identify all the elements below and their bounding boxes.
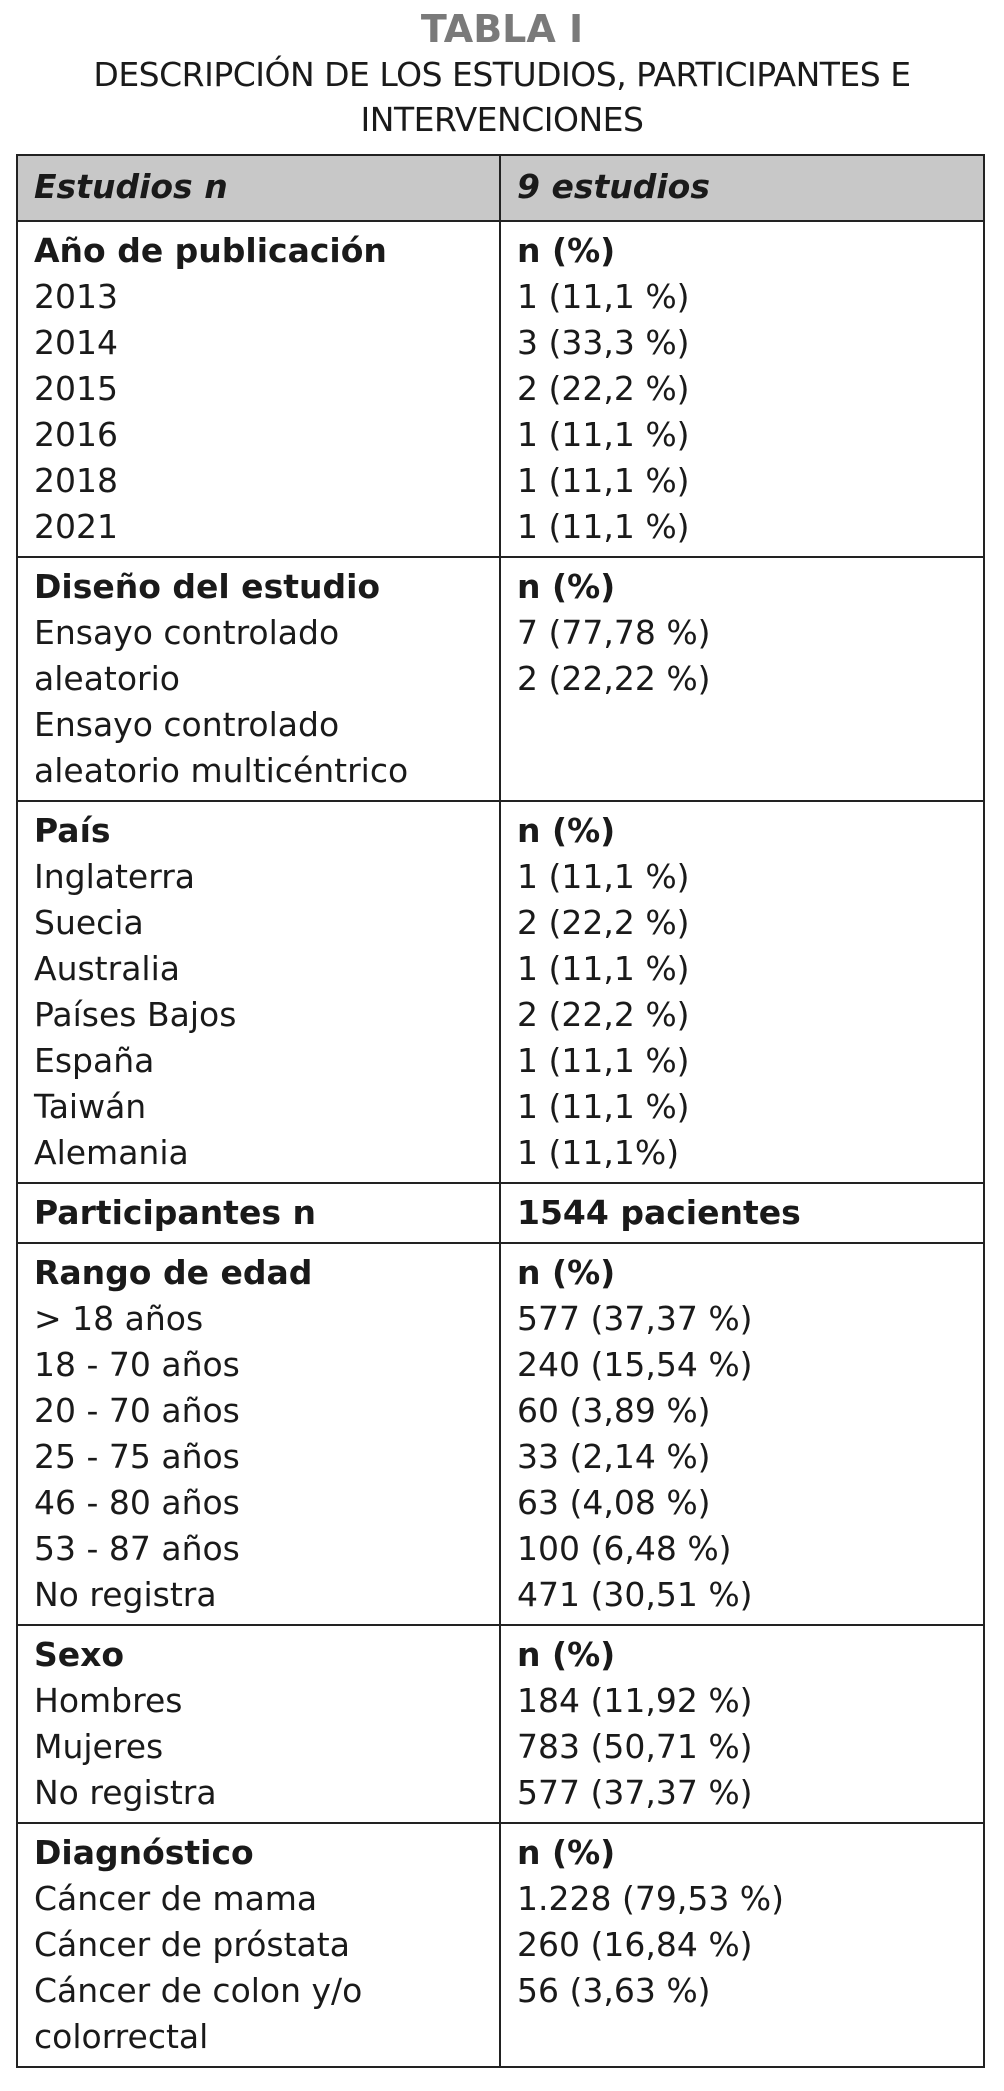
section-heading: n (%)	[517, 567, 616, 606]
section-heading: Participantes n	[34, 1193, 316, 1232]
row-value: 33 (2,14 %)	[517, 1437, 711, 1476]
row-label: Australia	[34, 949, 180, 988]
row-value: 2 (22,2 %)	[517, 369, 690, 408]
section-row: Sexo Hombres Mujeres No registra n (%) 184 (1…	[18, 1624, 983, 1822]
row-value: 63 (4,08 %)	[517, 1483, 711, 1522]
row-label: Ensayo controlado aleatorio multicéntric…	[34, 705, 409, 790]
label-cell: Rango de edad > 18 años 18 - 70 años 20 - 7…	[18, 1244, 501, 1624]
row-label: 2014	[34, 323, 118, 362]
table-title: TABLA I	[420, 7, 584, 51]
row-value: 1 (11,1 %)	[517, 461, 690, 500]
row-value: 1 (11,1 %)	[517, 1087, 690, 1126]
row-value: 471 (30,51 %)	[517, 1575, 753, 1614]
section-heading: n (%)	[517, 1253, 616, 1292]
row-value: 7 (77,78 %)	[517, 613, 711, 652]
header-cell: 9 estudios	[501, 156, 983, 220]
row-label: 2016	[34, 415, 118, 454]
row-label: Suecia	[34, 903, 144, 942]
row-label: España	[34, 1041, 155, 1080]
row-label: Países Bajos	[34, 995, 237, 1034]
section-row: Año de publicación 2013 2014 2015 2016 2018 20…	[18, 220, 983, 556]
section-row: Diseño del estudio Ensayo controlado alea…	[18, 556, 983, 800]
row-label: Taiwán	[34, 1087, 147, 1126]
row-value: 783 (50,71 %)	[517, 1727, 753, 1766]
value-cell: 1544 pacientes	[501, 1184, 983, 1242]
label-cell: Diagnóstico Cáncer de mama Cáncer de próst…	[18, 1824, 501, 2066]
row-label: 2021	[34, 507, 118, 546]
row-value: 1.228 (79,53 %)	[517, 1879, 785, 1918]
row-label: > 18 años	[34, 1299, 204, 1338]
row-label: 53 - 87 años	[34, 1529, 240, 1568]
row-value: 56 (3,63 %)	[517, 1971, 711, 2010]
row-label: 18 - 70 años	[34, 1345, 240, 1384]
row-value: 577 (37,37 %)	[517, 1773, 753, 1812]
section-heading: n (%)	[517, 1833, 616, 1872]
section-row: Rango de edad > 18 años 18 - 70 años 20 - 7…	[18, 1242, 983, 1624]
row-label: 2018	[34, 461, 118, 500]
row-value: 1 (11,1 %)	[517, 507, 690, 546]
row-value: 260 (16,84 %)	[517, 1925, 753, 1964]
section-heading: Rango de edad	[34, 1253, 313, 1292]
value-cell: n (%) 1.228 (79,53 %) 260 (16,84 %) 56 (3,6…	[501, 1824, 983, 2066]
row-label: 2015	[34, 369, 118, 408]
row-value: 60 (3,89 %)	[517, 1391, 711, 1430]
label-cell: Participantes n	[18, 1184, 501, 1242]
table: Estudios n 9 estudios Año de publicación…	[16, 154, 985, 2068]
row-label: Cáncer de colon y/o colorrectal	[34, 1971, 363, 2056]
label-cell: Diseño del estudio Ensayo controlado alea…	[18, 558, 501, 800]
section-heading: n (%)	[517, 231, 616, 270]
row-label: No registra	[34, 1773, 217, 1812]
row-label: Cáncer de próstata	[34, 1925, 350, 1964]
section-heading: Diseño del estudio	[34, 567, 381, 606]
row-label: 2013	[34, 277, 118, 316]
value-cell: n (%) 7 (77,78 %) 2 (22,22 %)	[501, 558, 983, 800]
row-label: No registra	[34, 1575, 217, 1614]
row-value: 1 (11,1 %)	[517, 949, 690, 988]
label-cell: Año de publicación 2013 2014 2015 2016 2018 20…	[18, 222, 501, 556]
table-subtitle: DESCRIPCIÓN DE LOS ESTUDIOS, PARTICIPANT…	[93, 55, 911, 139]
row-value: 240 (15,54 %)	[517, 1345, 753, 1384]
row-value: 100 (6,48 %)	[517, 1529, 732, 1568]
row-value: 2 (22,2 %)	[517, 903, 690, 942]
row-label: 20 - 70 años	[34, 1391, 240, 1430]
page: TABLA I DESCRIPCIÓN DE LOS ESTUDIOS, PAR…	[0, 6, 1004, 2068]
value-cell: n (%) 184 (11,92 %) 783 (50,71 %) 577 (37,3…	[501, 1626, 983, 1822]
row-value: 184 (11,92 %)	[517, 1681, 753, 1720]
row-value: 1 (11,1 %)	[517, 277, 690, 316]
row-label: Mujeres	[34, 1727, 164, 1766]
section-row: País Inglaterra Suecia Australia Países Bajo…	[18, 800, 983, 1182]
row-value: 3 (33,3 %)	[517, 323, 690, 362]
row-label: Cáncer de mama	[34, 1879, 318, 1918]
value-cell: n (%) 1 (11,1 %) 3 (33,3 %) 2 (22,2 %) 1 (11…	[501, 222, 983, 556]
section-row: Participantes n 1544 pacientes	[18, 1182, 983, 1242]
section-heading: País	[34, 811, 111, 850]
row-value: 1 (11,1 %)	[517, 415, 690, 454]
row-label: Alemania	[34, 1133, 189, 1172]
row-value: 1 (11,1%)	[517, 1133, 680, 1172]
row-label: Inglaterra	[34, 857, 196, 896]
section-heading: Año de publicación	[34, 231, 387, 270]
label-cell: Sexo Hombres Mujeres No registra	[18, 1626, 501, 1822]
row-value: 577 (37,37 %)	[517, 1299, 753, 1338]
section-row: Diagnóstico Cáncer de mama Cáncer de próst…	[18, 1822, 983, 2066]
row-label: Ensayo controlado aleatorio	[34, 613, 340, 698]
value-cell: n (%) 577 (37,37 %) 240 (15,54 %) 60 (3,89 …	[501, 1244, 983, 1624]
header-cell: Estudios n	[18, 156, 501, 220]
section-heading: Diagnóstico	[34, 1833, 254, 1872]
label-cell: País Inglaterra Suecia Australia Países Bajo…	[18, 802, 501, 1182]
row-value: 1 (11,1 %)	[517, 1041, 690, 1080]
row-value: 2 (22,22 %)	[517, 659, 711, 698]
section-heading: n (%)	[517, 811, 616, 850]
row-value: 2 (22,2 %)	[517, 995, 690, 1034]
header-row: Estudios n 9 estudios	[18, 156, 983, 220]
section-heading: 1544 pacientes	[517, 1193, 801, 1232]
row-value: 1 (11,1 %)	[517, 857, 690, 896]
section-heading: Sexo	[34, 1635, 125, 1674]
row-label: Hombres	[34, 1681, 183, 1720]
section-heading: n (%)	[517, 1635, 616, 1674]
value-cell: n (%) 1 (11,1 %) 2 (22,2 %) 1 (11,1 %) 2 (22…	[501, 802, 983, 1182]
row-label: 25 - 75 años	[34, 1437, 240, 1476]
row-label: 46 - 80 años	[34, 1483, 240, 1522]
